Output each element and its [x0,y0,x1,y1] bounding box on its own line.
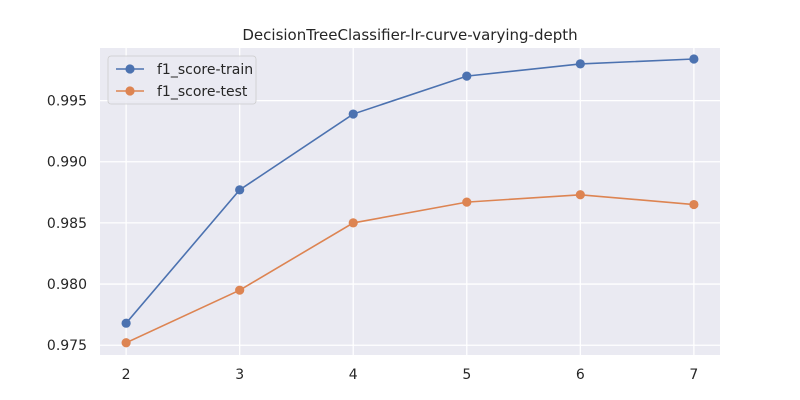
x-tick-label: 5 [462,367,471,383]
x-tick-label: 3 [235,367,244,383]
data-point [689,54,699,64]
series-line [125,58,694,324]
chart-title: DecisionTreeClassifier-lr-curve-varying-… [242,26,577,44]
data-point [689,199,699,210]
legend-box [107,55,257,105]
series-layer [121,54,699,348]
y-tick-label: 0.995 [47,94,87,110]
series-line [125,193,694,344]
data-point [235,185,245,195]
x-tick-label: 7 [689,367,698,383]
x-tick-label: 4 [349,367,358,383]
data-point [575,59,585,69]
series-f1_score-train [121,54,699,328]
y-tick-label: 0.990 [47,155,87,171]
legend-item: f1_score-train [116,62,253,78]
legend-label: f1_score-train [157,62,253,78]
legend-item: f1_score-test [116,84,248,100]
y-tick-label: 0.975 [47,338,87,354]
legend-marker [125,64,135,74]
legend-label: f1_score-test [157,84,248,100]
x-tick-label: 2 [122,367,131,383]
series-f1_score-test [121,190,699,348]
data-point [235,285,245,295]
grid-lines [100,48,720,355]
legend-marker [125,86,135,96]
data-point [348,109,358,119]
axis-labels: 2 3 4 5 6 7 0.975 0.980 0.985 0.990 0.995 [47,94,698,383]
data-point [121,318,131,328]
y-tick-label: 0.985 [47,216,87,232]
data-point [121,338,131,348]
data-point [348,218,358,228]
data-point [462,71,472,81]
data-point [575,190,585,200]
legend: f1_score-train f1_score-test [107,55,257,105]
data-point [462,197,472,207]
y-tick-label: 0.980 [47,277,87,293]
x-tick-label: 6 [576,367,585,383]
legend-items: f1_score-train f1_score-test [116,62,253,100]
